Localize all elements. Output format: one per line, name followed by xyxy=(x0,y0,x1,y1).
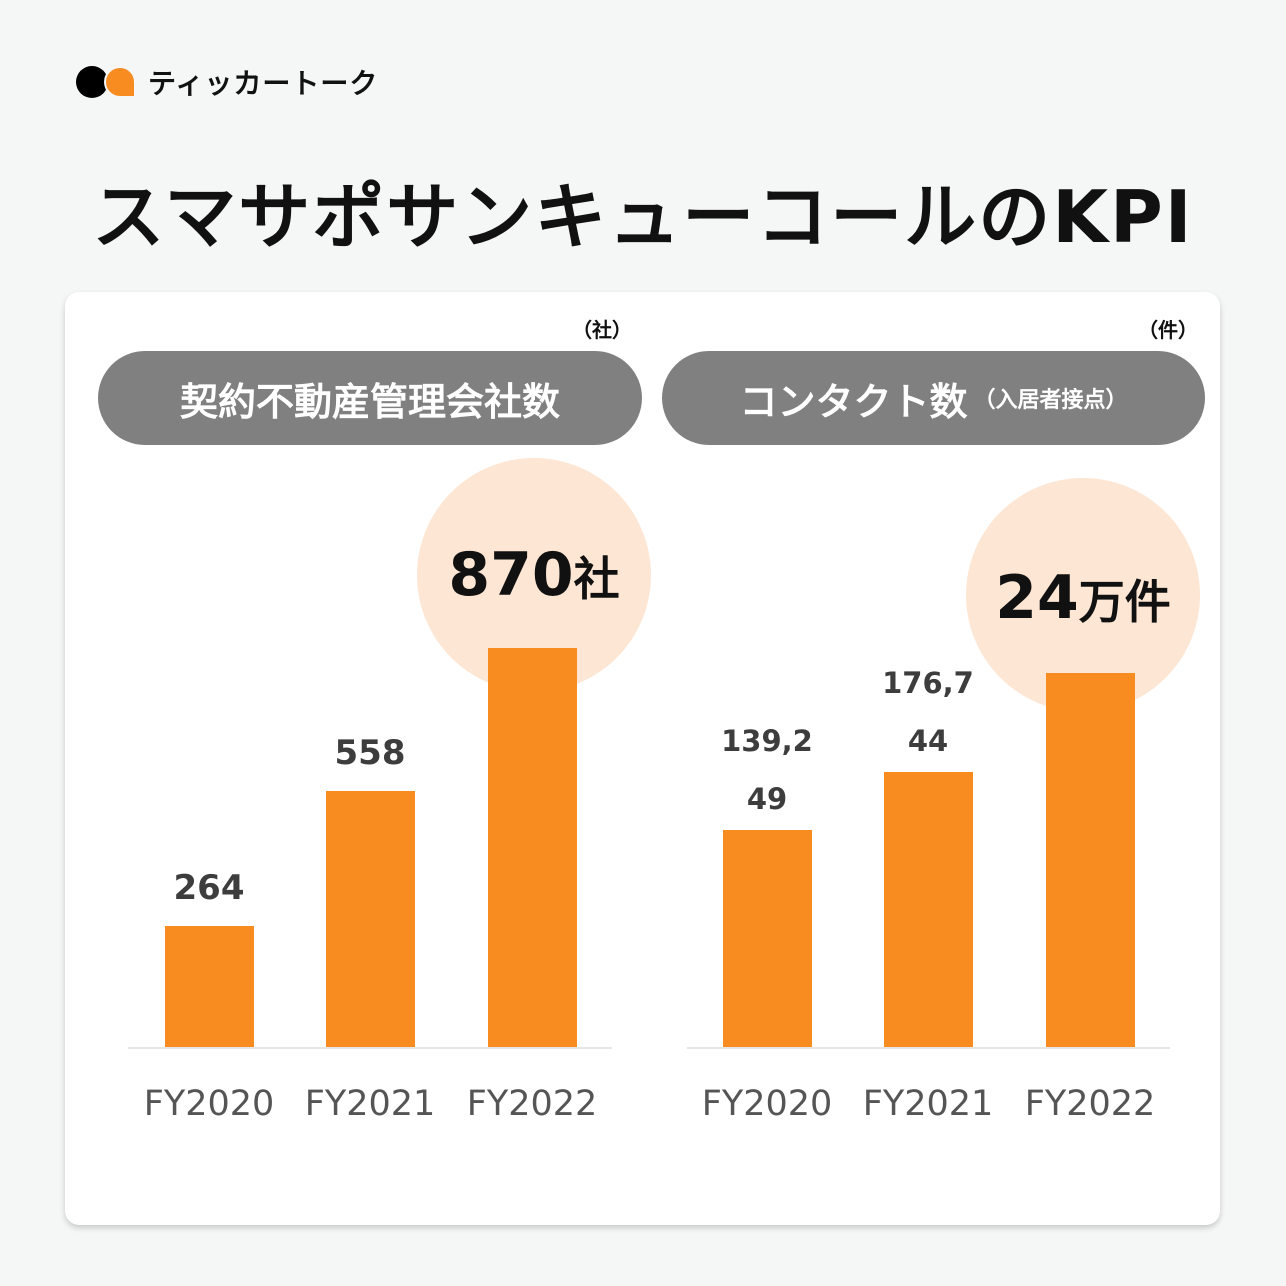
value-label: 558 xyxy=(334,733,406,774)
callout-number: 870 xyxy=(448,540,574,610)
chart-title-text: 契約不動産管理会社数 xyxy=(179,379,560,424)
x-tick-label: FY2020 xyxy=(143,1084,275,1124)
value-label: 176,744 xyxy=(882,665,974,758)
chart-title-text: コンタクト数 xyxy=(739,379,968,424)
brand-logo: ティッカートーク xyxy=(76,62,378,102)
logo-icon xyxy=(76,66,138,98)
x-tick-label: FY2022 xyxy=(466,1084,598,1124)
unit-label-companies: （社） xyxy=(572,318,632,342)
bar-fy2022 xyxy=(487,648,577,1047)
x-axis-baseline xyxy=(128,1047,612,1049)
kpi-card xyxy=(65,292,1220,1225)
bar-fy2021 xyxy=(325,791,415,1047)
value-label: 139,249 xyxy=(721,724,813,816)
bar-fy2020 xyxy=(722,830,812,1047)
callout-value: 870社 xyxy=(404,540,664,610)
unit-label-contacts: （件） xyxy=(1138,318,1198,342)
callout-value: 24万件 xyxy=(953,563,1213,633)
chart-subtitle-text: （入居者接点） xyxy=(973,388,1128,413)
callout-unit: 社 xyxy=(573,552,620,606)
callout-unit: 万件 xyxy=(1078,575,1171,629)
bar-fy2022 xyxy=(1045,673,1135,1047)
bar-fy2020 xyxy=(164,925,254,1047)
x-tick-label: FY2021 xyxy=(304,1084,436,1124)
callout-number: 24 xyxy=(995,563,1079,633)
x-tick-label: FY2020 xyxy=(701,1084,833,1124)
chart-title-contacts: コンタクト数 （入居者接点） xyxy=(662,351,1205,445)
x-tick-label: FY2022 xyxy=(1024,1084,1156,1124)
x-tick-label: FY2021 xyxy=(862,1084,994,1124)
value-label: 264 xyxy=(173,867,245,908)
page-title: スマサポサンキューコールのKPI xyxy=(92,175,1194,259)
bar-fy2021 xyxy=(883,771,973,1047)
chart-title-companies: 契約不動産管理会社数 xyxy=(98,351,642,445)
x-axis-baseline xyxy=(687,1047,1170,1049)
brand-name: ティッカートーク xyxy=(148,67,379,100)
